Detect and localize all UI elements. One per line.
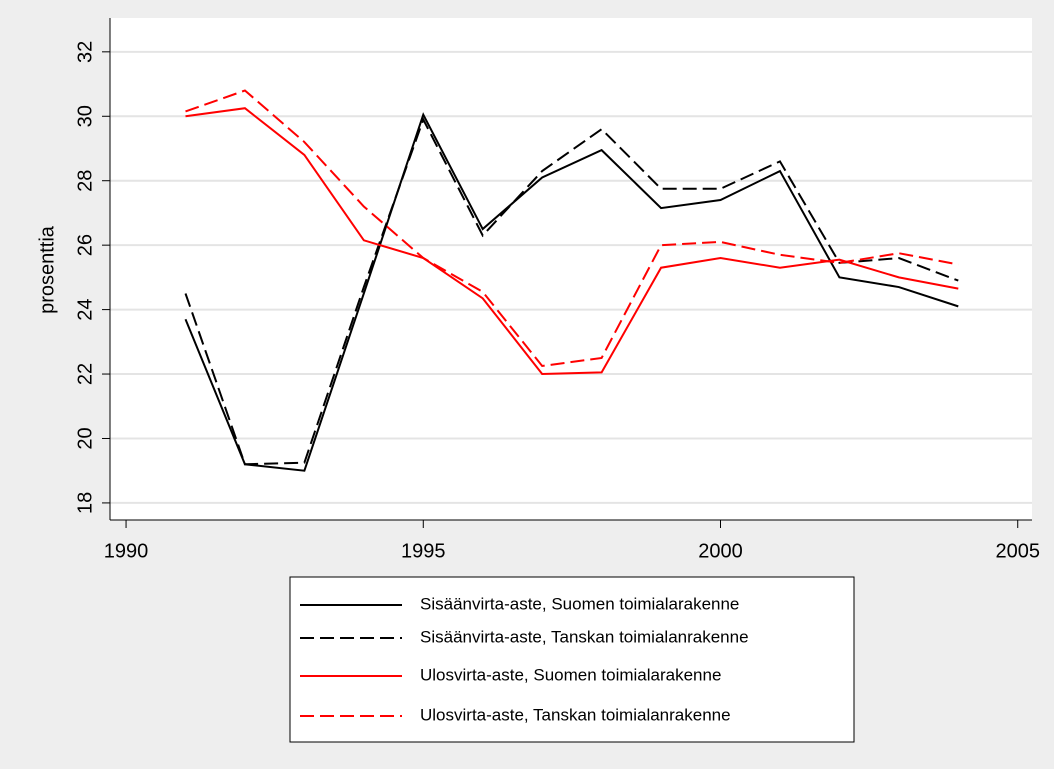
series-line xyxy=(184,116,959,466)
x-tick-label: 1990 xyxy=(104,540,149,562)
x-tick-label: 1995 xyxy=(401,540,446,562)
y-axis-title: prosenttia xyxy=(36,225,58,314)
y-tick-label: 22 xyxy=(74,363,96,385)
y-tick-label: 30 xyxy=(74,105,96,127)
legend-label: Ulosvirta-aste, Tanskan toimialanrakenne xyxy=(420,705,731,724)
legend-label: Sisäänvirta-aste, Suomen toimialarakenne xyxy=(420,594,739,613)
legend-label: Ulosvirta-aste, Suomen toimialarakenne xyxy=(420,665,721,684)
legend: Sisäänvirta-aste, Suomen toimialarakenne… xyxy=(289,576,855,743)
x-tick-label: 2005 xyxy=(995,540,1040,562)
y-tick-label: 24 xyxy=(74,298,96,320)
series-line xyxy=(185,89,959,368)
y-tick-label: 28 xyxy=(74,170,96,192)
y-tick-label: 20 xyxy=(74,427,96,449)
series-line xyxy=(184,112,959,472)
x-tick-label: 2000 xyxy=(698,540,743,562)
y-tick-label: 18 xyxy=(74,492,96,514)
legend-label: Sisäänvirta-aste, Tanskan toimialanraken… xyxy=(420,627,749,646)
y-tick-label: 32 xyxy=(74,41,96,63)
y-tick-label: 26 xyxy=(74,234,96,256)
plot-area xyxy=(110,18,1032,520)
